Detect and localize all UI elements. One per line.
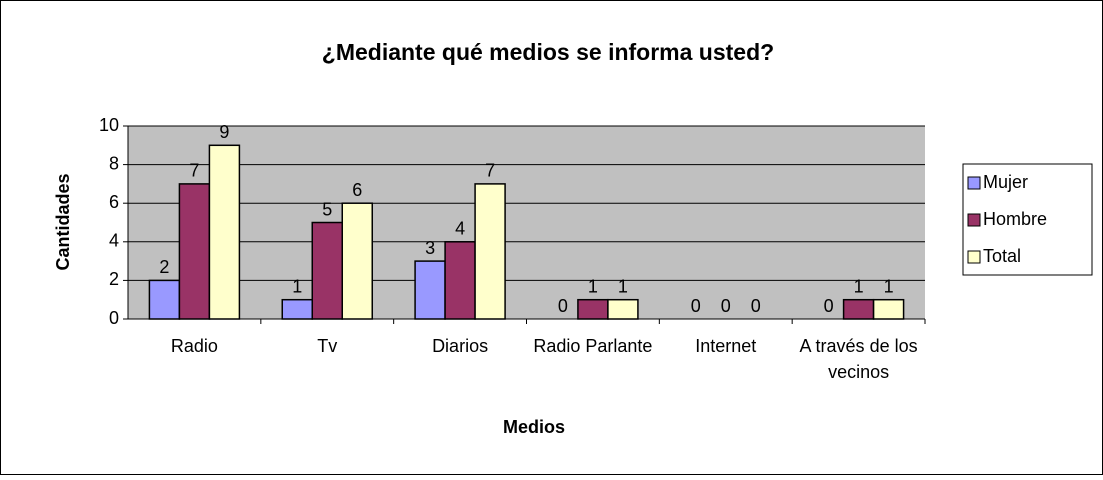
data-label: 1: [292, 276, 302, 296]
y-tick-label: 8: [109, 153, 119, 173]
x-axis-title: Medios: [503, 417, 565, 437]
bar: [577, 298, 609, 320]
bar: [148, 279, 181, 320]
data-label: 1: [588, 276, 598, 296]
y-tick-label: 0: [109, 308, 119, 328]
x-tick-label: Internet: [695, 336, 757, 356]
data-label: 0: [558, 296, 568, 316]
chart-title: ¿Mediante qué medios se informa usted?: [322, 39, 774, 65]
legend-label: Total: [983, 246, 1021, 266]
legend-label: Mujer: [983, 172, 1028, 192]
data-label: 6: [352, 180, 362, 200]
data-label: 2: [159, 257, 169, 277]
bar: [178, 183, 211, 320]
bar: [208, 144, 241, 320]
data-label: 1: [618, 276, 628, 296]
plot-area: [128, 126, 925, 319]
legend-swatch: [967, 213, 981, 227]
legend-swatch: [967, 250, 981, 264]
bar: [311, 221, 343, 320]
data-label: 0: [721, 296, 731, 316]
bar: [281, 298, 313, 320]
x-tick-label: Tv: [317, 336, 338, 356]
x-tick-label-box: Internet: [695, 336, 757, 356]
x-tick-label: Radio Parlante: [533, 336, 653, 356]
data-label: 4: [455, 219, 465, 239]
data-label: 0: [691, 296, 701, 316]
bar: [607, 298, 639, 320]
x-tick-label-box: Radio Parlante: [533, 336, 653, 356]
data-label: 5: [322, 199, 332, 219]
legend-label: Hombre: [983, 209, 1047, 229]
x-tick-label-box: Tv: [317, 336, 338, 356]
data-label: 7: [485, 161, 495, 181]
legend: [962, 163, 1093, 276]
data-label: 1: [884, 276, 894, 296]
bar: [414, 260, 446, 320]
data-label: 7: [189, 161, 199, 181]
data-label: 9: [219, 122, 229, 142]
data-label: 3: [425, 238, 435, 258]
x-tick-label: Diarios: [432, 336, 489, 356]
y-axis-title: Cantidades: [53, 173, 73, 270]
y-tick-label: 4: [109, 231, 119, 251]
bar: [872, 298, 905, 320]
x-tick-label-box: Diarios: [432, 336, 489, 356]
y-tick-label: 2: [109, 269, 119, 289]
y-tick-label: 6: [109, 192, 119, 212]
y-tick-label: 10: [99, 115, 119, 135]
data-label: 0: [751, 296, 761, 316]
x-tick-label-box: Radio: [170, 336, 218, 356]
bar: [474, 183, 506, 320]
x-tick-label-box: A través de los vecinos: [799, 336, 918, 382]
data-label: 0: [824, 296, 834, 316]
bar: [444, 241, 476, 320]
legend-swatch: [967, 176, 981, 190]
data-label: 1: [854, 276, 864, 296]
x-tick-label: A través de los vecinos: [799, 336, 918, 382]
bar: [842, 298, 875, 320]
bar: [341, 202, 373, 320]
x-tick-label: Radio: [170, 336, 218, 356]
